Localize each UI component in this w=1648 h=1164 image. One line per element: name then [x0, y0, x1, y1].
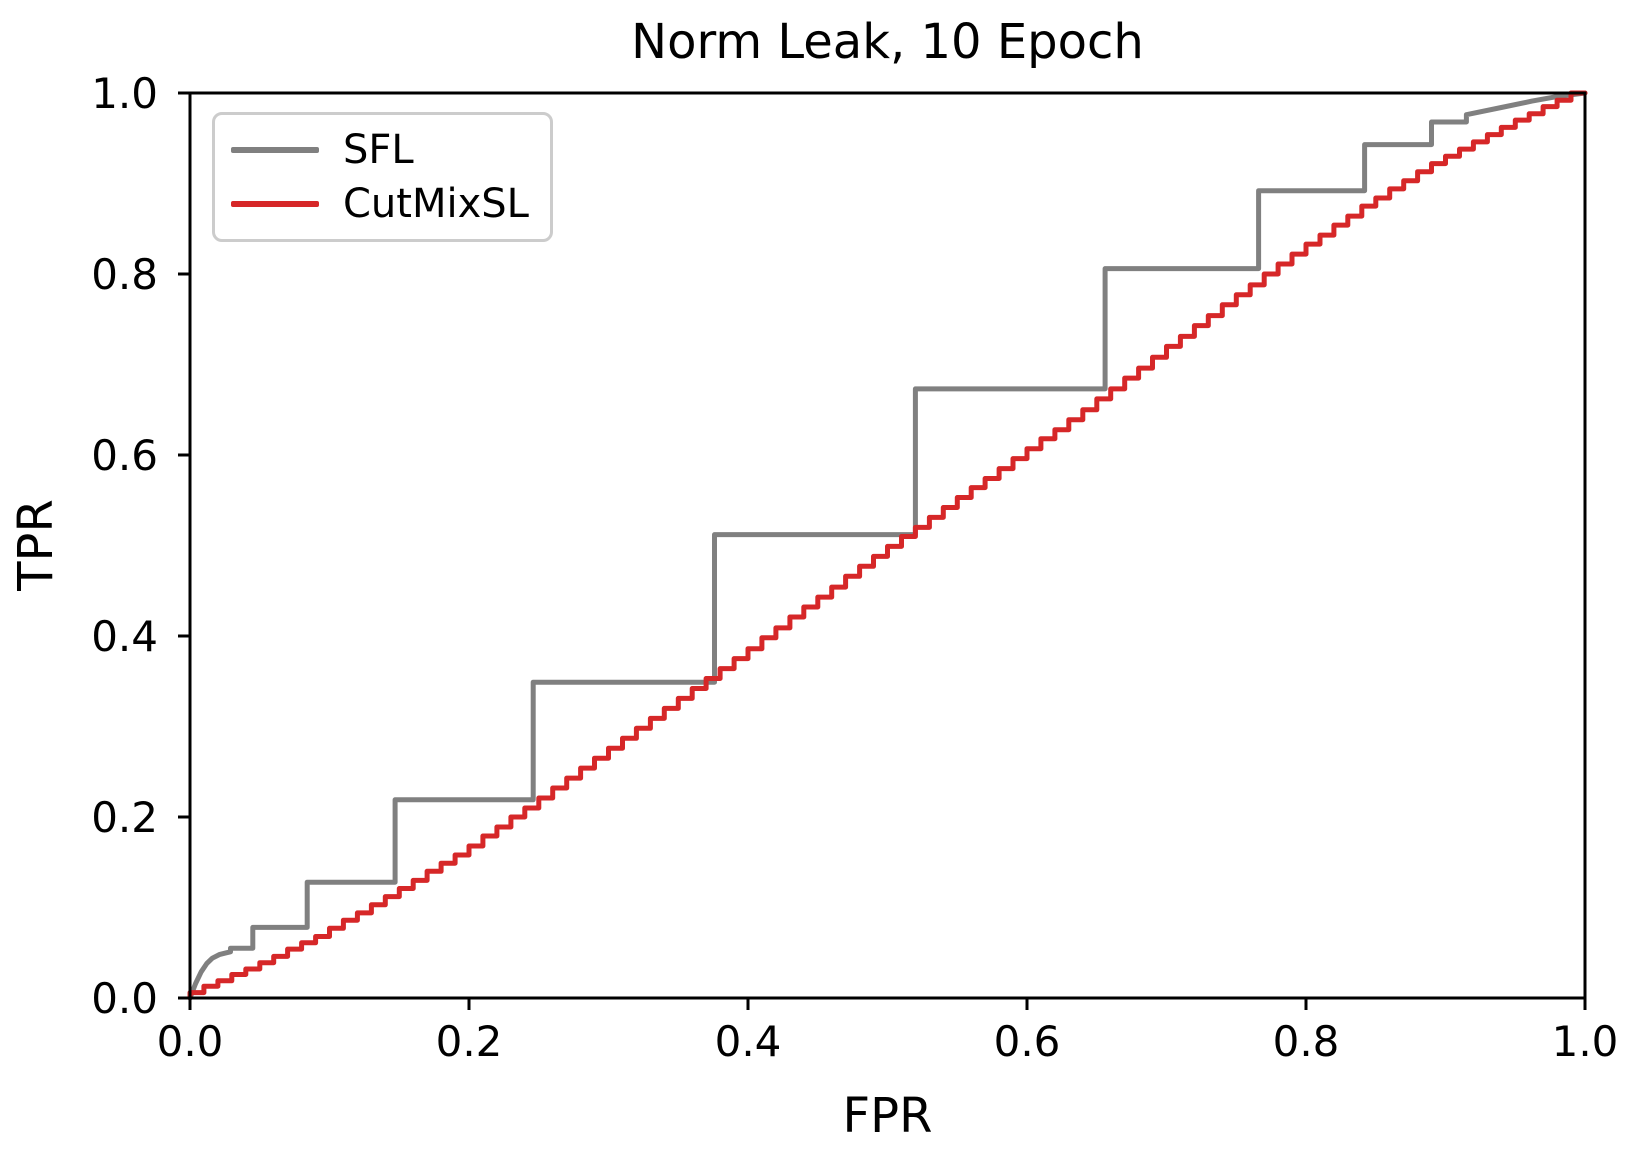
- x-tick-label: 0.0: [157, 1017, 224, 1066]
- legend-label-cutmixsl: CutMixSL: [343, 181, 529, 228]
- y-tick-label: 0.0: [91, 974, 158, 1023]
- series-sfl-curve: [187, 90, 1588, 1001]
- x-tick-label: 0.2: [436, 1017, 503, 1066]
- x-tick-label: 0.8: [1273, 1017, 1340, 1066]
- x-axis-label: FPR: [842, 1088, 933, 1144]
- y-tick-label: 0.2: [91, 793, 158, 842]
- y-tick-label: 0.4: [91, 612, 158, 661]
- chart-title: Norm Leak, 10 Epoch: [631, 14, 1144, 70]
- legend-entry-cutmixsl: CutMixSL: [231, 184, 550, 224]
- y-axis-label: TPR: [8, 499, 64, 591]
- y-tick-label: 0.6: [91, 431, 158, 480]
- x-tick-label: 0.6: [994, 1017, 1061, 1066]
- y-tick-label: 1.0: [91, 69, 158, 118]
- legend: SFL CutMixSL: [212, 112, 553, 242]
- legend-entry-sfl: SFL: [231, 130, 550, 170]
- legend-line-cutmixsl-icon: [231, 201, 319, 208]
- x-tick-label: 1.0: [1552, 1017, 1619, 1066]
- legend-line-sfl-icon: [231, 146, 319, 153]
- legend-label-sfl: SFL: [343, 126, 414, 173]
- y-tick-label: 0.8: [91, 250, 158, 299]
- plot-border: [188, 91, 1587, 1000]
- series-cutmixsl-curve: [187, 90, 1588, 1001]
- x-tick-label: 0.4: [715, 1017, 782, 1066]
